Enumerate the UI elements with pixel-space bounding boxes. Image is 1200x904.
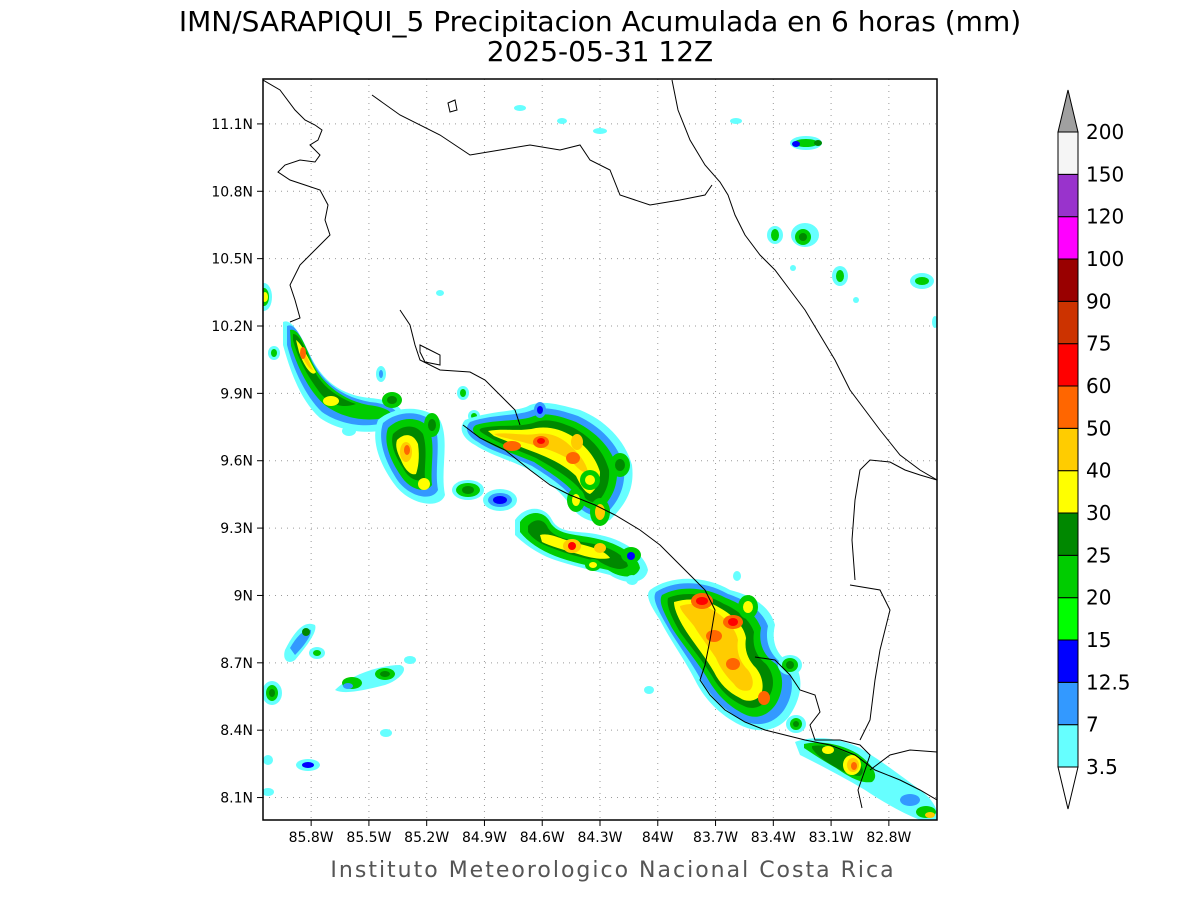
- rain-band-nicoya: [283, 321, 404, 432]
- colorbar-level-5: 25: [1086, 543, 1111, 567]
- map-title: IMN/SARAPIQUI_5 Precipitacion Acumulada …: [179, 5, 1021, 38]
- map-valid-time: 2025-05-31 12Z: [487, 35, 713, 68]
- coastline-nicoya-inner: [419, 344, 441, 366]
- colorbar-swatch-8: [1057, 385, 1079, 429]
- lat-tick-label-2: 8.7N: [220, 656, 253, 672]
- colorbar-level-9: 60: [1086, 374, 1111, 398]
- colorbar-swatch-4: [1057, 554, 1079, 599]
- rain-cells-caribbean: [436, 105, 937, 328]
- colorbar-swatch-2: [1057, 639, 1079, 683]
- colorbar-level-13: 120: [1086, 205, 1124, 229]
- colorbar-swatch-5: [1057, 512, 1079, 556]
- rain-cells-pacific: [263, 571, 741, 796]
- colorbar: 3.5 7 12.5 15 20 25 30 40 50 60 75 90 100 120 150 200: [1057, 89, 1131, 810]
- colorbar-swatch-7: [1057, 427, 1079, 472]
- lon-tick-label-8: 83.4W: [751, 830, 796, 846]
- lat-tick-label-4: 9.3N: [220, 521, 253, 537]
- lon-tick-label-2: 85.2W: [404, 830, 449, 846]
- lon-tick-label-9: 83.1W: [809, 830, 854, 846]
- rain-cluster-west-central: [375, 408, 445, 504]
- coastlines: [263, 79, 937, 809]
- latitude-labels: 8.1N 8.4N 8.7N 9N 9.3N 9.6N 9.9N 10.2N 10.5N 10.8…: [211, 117, 263, 807]
- coastline-panama-north: [851, 459, 937, 581]
- colorbar-swatch-1: [1057, 681, 1079, 726]
- lon-tick-label-3: 84.9W: [462, 830, 507, 846]
- colorbar-swatch-14: [1057, 131, 1079, 175]
- map-gridlines: [263, 79, 937, 820]
- rain-cells-mid: [452, 386, 517, 511]
- coastline-nicoya-gulf: [399, 309, 521, 426]
- lat-tick-label-0: 8.1N: [220, 791, 253, 807]
- colorbar-arrow-low: [1057, 766, 1079, 810]
- lon-tick-label-4: 84.6W: [520, 830, 565, 846]
- colorbar-swatch-3: [1057, 597, 1079, 641]
- lon-tick-label-5: 84.3W: [577, 830, 622, 846]
- colorbar-swatch-0: [1057, 724, 1079, 768]
- lon-tick-label-1: 85.5W: [346, 830, 391, 846]
- longitude-labels: 85.8W 85.5W 85.2W 84.9W 84.6W 84.3W 84W 83.7W 83…: [289, 820, 912, 846]
- lon-tick-label-7: 83.7W: [693, 830, 738, 846]
- colorbar-level-3: 15: [1086, 628, 1111, 652]
- colorbar-arrow-high: [1057, 89, 1079, 133]
- coastline-nicaragua-pacific: [263, 79, 331, 323]
- colorbar-level-0: 3.5: [1086, 755, 1118, 779]
- rain-band-far-southeast: [795, 738, 937, 820]
- colorbar-level-7: 40: [1086, 459, 1111, 483]
- lat-tick-label-6: 9.9N: [220, 386, 253, 402]
- colorbar-level-8: 50: [1086, 416, 1111, 440]
- lat-tick-label-10: 11.1N: [211, 117, 253, 133]
- lat-tick-label-1: 8.4N: [220, 723, 253, 739]
- rain-band-southeast: [648, 578, 806, 733]
- rain-band-central: [461, 402, 633, 526]
- lat-tick-label-7: 10.2N: [211, 319, 253, 335]
- lat-tick-label-3: 9N: [234, 588, 253, 604]
- colorbar-level-15: 200: [1086, 120, 1124, 144]
- colorbar-level-12: 100: [1086, 247, 1124, 271]
- colorbar-swatch-6: [1057, 470, 1079, 514]
- lon-tick-label-0: 85.8W: [289, 830, 334, 846]
- colorbar-level-4: 20: [1086, 586, 1111, 610]
- colorbar-swatch-13: [1057, 173, 1079, 218]
- colorbar-swatch-10: [1057, 300, 1079, 345]
- colorbar-level-11: 90: [1086, 289, 1111, 313]
- coastline-panama-south: [869, 749, 937, 771]
- lat-tick-label-5: 9.6N: [220, 454, 253, 470]
- coastline-osa: [849, 584, 891, 741]
- colorbar-swatch-11: [1057, 258, 1079, 302]
- border-costa-rica-panama: [754, 656, 871, 809]
- rain-band-south-central: [515, 508, 648, 585]
- coastline-pacific-south: [462, 424, 937, 801]
- rain-cells-west-small: [263, 283, 402, 436]
- colorbar-level-2: 12.5: [1086, 670, 1131, 694]
- colorbar-level-10: 75: [1086, 332, 1111, 356]
- lon-tick-label-6: 84W: [642, 830, 674, 846]
- border-nicaragua-costa-rica: [371, 94, 713, 206]
- lon-tick-label-10: 82.8W: [866, 830, 911, 846]
- colorbar-level-6: 30: [1086, 501, 1111, 525]
- colorbar-swatch-9: [1057, 343, 1079, 387]
- lat-tick-label-8: 10.5N: [211, 252, 253, 268]
- colorbar-swatch-12: [1057, 216, 1079, 260]
- footer-credit: Instituto Meteorologico Nacional Costa R…: [330, 858, 895, 883]
- coastline-caribbean: [671, 79, 937, 481]
- colorbar-level-14: 150: [1086, 162, 1124, 186]
- lat-tick-label-9: 10.8N: [211, 184, 253, 200]
- precipitation-field: [263, 105, 937, 820]
- colorbar-level-1: 7: [1086, 713, 1099, 737]
- island-small: [447, 99, 458, 113]
